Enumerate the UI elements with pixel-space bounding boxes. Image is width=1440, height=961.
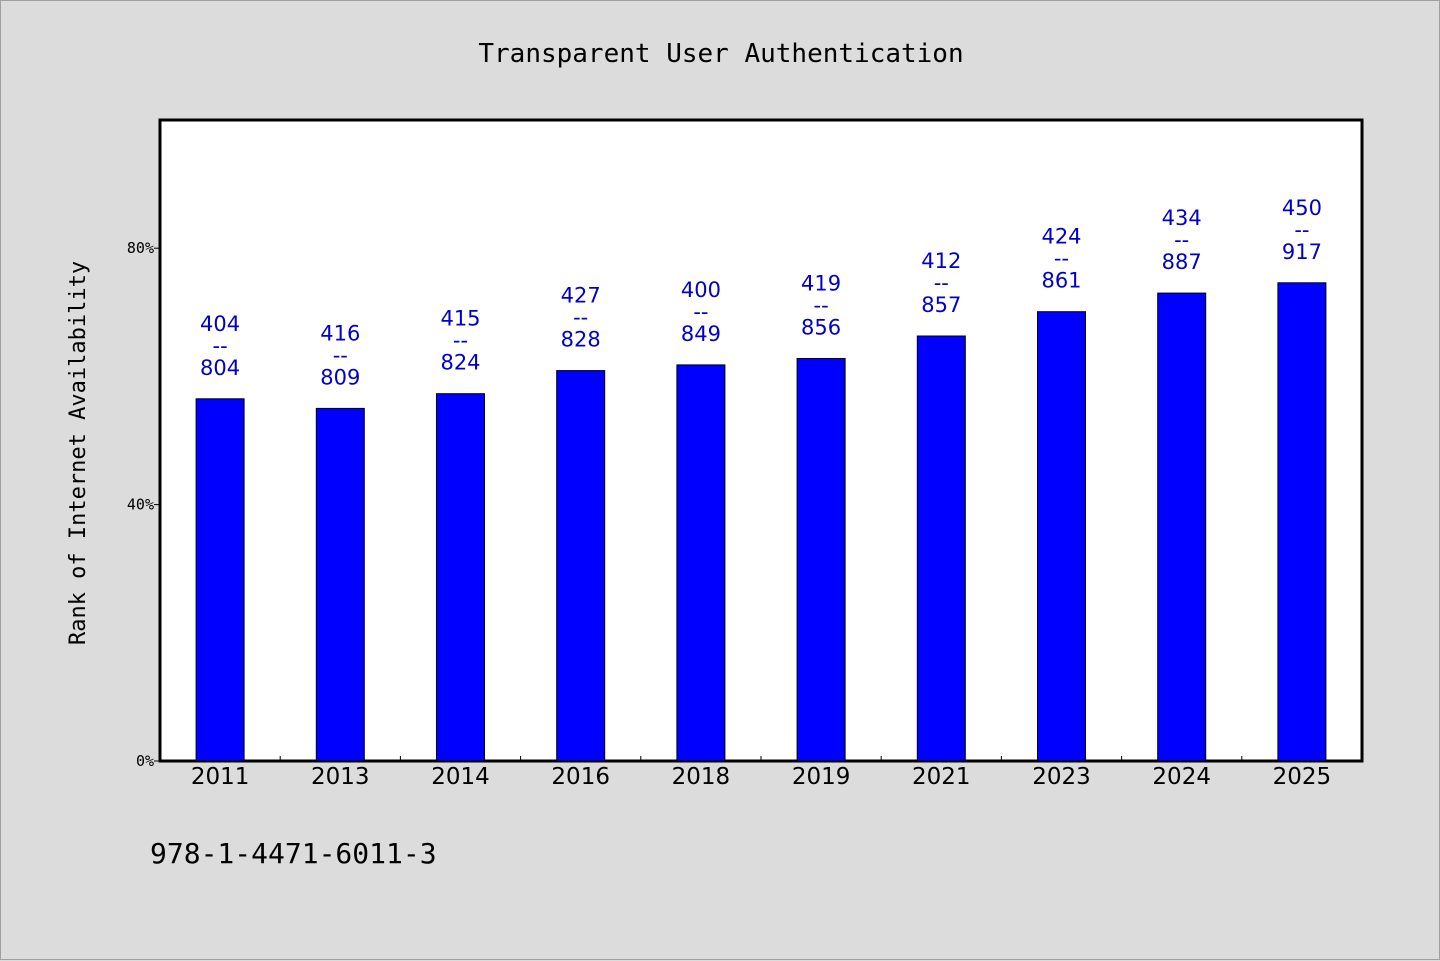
data-label-sep-2018: -- (693, 300, 708, 324)
data-label-sep-2024: -- (1174, 228, 1189, 252)
x-tick-label-2024: 2024 (1152, 764, 1211, 790)
data-label-bottom-2019: 856 (801, 316, 841, 340)
x-tick-label-2013: 2013 (311, 764, 370, 790)
bar-2014 (436, 393, 485, 762)
data-label-top-2013: 416 (320, 321, 360, 345)
x-axis: 2011 2013 2014 2016 2018 2019 2021 2023 2024 2025 (191, 756, 1331, 790)
chart-title: Transparent User Authentication (478, 39, 963, 69)
bar-2024 (1157, 292, 1207, 762)
data-label-top-2018: 400 (681, 278, 721, 302)
data-label-bottom-2014: 824 (440, 351, 480, 375)
data-label-sep-2025: -- (1294, 218, 1309, 242)
x-tick-label-2016: 2016 (551, 764, 610, 790)
data-label-sep-2013: -- (333, 343, 348, 367)
data-label-top-2016: 427 (561, 284, 601, 308)
bar-2018 (676, 364, 726, 762)
y-tick-label-80: 80% (127, 239, 154, 257)
bar-2025 (1277, 282, 1327, 762)
data-label-sep-2014: -- (453, 329, 468, 353)
data-label-bottom-2024: 887 (1162, 250, 1202, 274)
data-label-sep-2021: -- (934, 271, 949, 295)
x-tick-label-2011: 2011 (191, 764, 250, 790)
y-axis-label: Rank of Internet Availability (66, 261, 91, 645)
data-label-top-2019: 419 (801, 272, 841, 296)
x-tick-label-2018: 2018 (672, 764, 731, 790)
data-label-top-2023: 424 (1041, 225, 1081, 249)
bar-2013 (315, 407, 365, 762)
data-label-top-2024: 434 (1162, 206, 1202, 230)
y-axis: 0% 40% 80% (127, 239, 160, 770)
x-tick-label-2014: 2014 (431, 764, 490, 790)
data-label-bottom-2023: 861 (1041, 269, 1081, 293)
bar-2011 (195, 398, 245, 762)
bar-2019 (796, 358, 846, 762)
data-label-top-2021: 412 (921, 249, 961, 273)
data-label-bottom-2016: 828 (561, 328, 601, 352)
data-labels-layer: 404--804416--809415--824427--828400--849… (200, 196, 1322, 390)
bar-2021 (916, 335, 966, 762)
bar-2016 (556, 370, 606, 762)
y-tick-label-0: 0% (136, 752, 154, 770)
y-tick-label-40: 40% (127, 496, 154, 514)
data-label-bottom-2025: 917 (1282, 240, 1322, 264)
data-label-top-2011: 404 (200, 312, 240, 336)
data-label-sep-2019: -- (814, 294, 829, 318)
isbn-text: 978-1-4471-6011-3 (150, 837, 437, 870)
data-label-top-2014: 415 (440, 307, 480, 331)
data-label-bottom-2013: 809 (320, 365, 360, 389)
x-tick-label-2021: 2021 (912, 764, 971, 790)
data-label-bottom-2011: 804 (200, 356, 240, 380)
bars-layer (195, 282, 1327, 762)
data-label-sep-2011: -- (213, 334, 228, 358)
data-label-bottom-2021: 857 (921, 293, 961, 317)
data-label-sep-2016: -- (573, 306, 588, 330)
x-tick-label-2023: 2023 (1032, 764, 1091, 790)
x-tick-label-2025: 2025 (1273, 764, 1332, 790)
data-label-sep-2023: -- (1054, 247, 1069, 271)
data-label-top-2025: 450 (1282, 196, 1322, 220)
data-label-bottom-2018: 849 (681, 322, 721, 346)
x-tick-label-2019: 2019 (792, 764, 851, 790)
bar-2023 (1037, 311, 1086, 762)
